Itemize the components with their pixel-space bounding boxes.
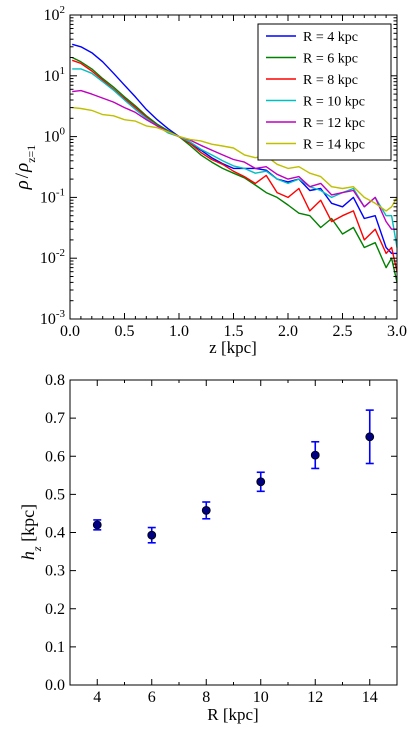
density-x-tick-label: 1.0 — [169, 323, 189, 340]
scale-height-y-tick-label: 0.3 — [45, 563, 65, 580]
scale-height-y-tick-label: 0.4 — [45, 525, 65, 542]
density-x-axis-label: z [kpc] — [209, 338, 257, 357]
density-y-tick-label: 102 — [44, 4, 66, 24]
density-y-tick-label: 10-3 — [40, 308, 66, 328]
density-y-axis-label: ρ/ρz=1 — [12, 145, 38, 191]
density-x-tick-label: 2.5 — [333, 323, 353, 340]
scale-height-y-axis-label: hz [kpc] — [18, 504, 44, 560]
data-point-5 — [310, 450, 320, 460]
density-y-tick-label: 101 — [44, 65, 66, 85]
legend-box — [257, 23, 392, 161]
scale-height-y-tick-label: 0.6 — [45, 448, 65, 465]
scale-height-x-tick-label: 10 — [253, 689, 269, 706]
series-line-2 — [71, 56, 398, 283]
scale-height-x-tick-label: 4 — [93, 689, 101, 706]
density-legend: R = 4 kpc R = 6 kpc R = 8 kpc R = 10 kpc R =… — [257, 23, 392, 161]
scale-height-y-tick-label: 0.7 — [45, 410, 65, 427]
series-line-5 — [72, 89, 397, 230]
legend-label-2: R = 6 kpc — [303, 52, 358, 67]
data-point-1 — [92, 520, 102, 530]
density-axis-ticks: 0.0 0.5 1.0 1.5 2.0 2.5 3.0 10-3 10-2 10-1 100 101 1… — [40, 4, 407, 340]
density-x-tick-label: 1.5 — [224, 323, 244, 340]
legend-label-5: R = 12 kpc — [303, 116, 365, 131]
density-y-tick-label: 10-1 — [40, 186, 65, 206]
density-profile-panel: 0.0 0.5 1.0 1.5 2.0 2.5 3.0 10-3 10-2 10-1 100 101 1… — [12, 4, 407, 357]
density-y-tick-label: 10-2 — [40, 247, 65, 267]
data-point-6 — [365, 432, 375, 442]
legend-label-6: R = 14 kpc — [303, 138, 365, 153]
data-point-4 — [256, 477, 266, 487]
scale-height-y-tick-label: 0.0 — [45, 677, 65, 694]
scale-height-plot-frame — [69, 379, 398, 686]
density-x-tick-label: 0.0 — [60, 323, 80, 340]
density-x-tick-label: 3.0 — [387, 323, 407, 340]
scale-height-y-tick-label: 0.2 — [45, 601, 65, 618]
series-line-4 — [72, 68, 398, 248]
scale-height-x-tick-label: 8 — [202, 689, 210, 706]
density-series-group — [71, 43, 398, 283]
series-line-1 — [72, 43, 397, 255]
scale-height-panel: 4 6 8 10 12 14 0.0 0.1 0.2 0.3 0.4 0.5 0.6 0.7 0.8 R [… — [18, 372, 398, 724]
scale-height-axis-ticks: 4 6 8 10 12 14 0.0 0.1 0.2 0.3 0.4 0.5 0.6 0.7 0.8 — [45, 372, 398, 706]
series-line-6 — [72, 106, 398, 212]
density-x-tick-label: 2.0 — [278, 323, 298, 340]
scale-height-x-tick-label: 6 — [148, 689, 156, 706]
series-line-3 — [71, 59, 398, 272]
legend-label-1: R = 4 kpc — [303, 30, 358, 45]
scale-height-x-axis-label: R [kpc] — [207, 705, 258, 724]
legend-label-3: R = 8 kpc — [303, 73, 358, 88]
scale-height-y-tick-label: 0.8 — [45, 372, 65, 389]
scale-height-y-tick-label: 0.1 — [45, 639, 65, 656]
data-point-2 — [147, 530, 157, 540]
scale-height-x-tick-label: 12 — [307, 689, 323, 706]
density-y-tick-label: 100 — [44, 126, 66, 146]
scale-height-points — [92, 409, 375, 544]
scale-height-y-tick-label: 0.5 — [45, 486, 65, 503]
density-x-tick-label: 0.5 — [115, 323, 135, 340]
scale-height-x-tick-label: 14 — [362, 689, 378, 706]
legend-label-4: R = 10 kpc — [303, 95, 365, 110]
data-point-3 — [201, 505, 211, 515]
